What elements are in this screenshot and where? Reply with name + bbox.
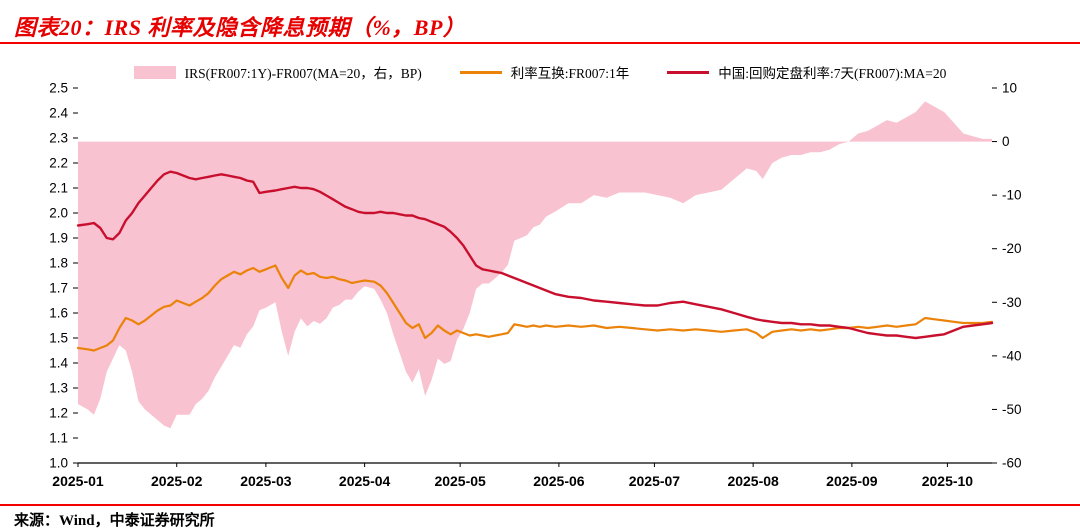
svg-text:1.7: 1.7	[49, 281, 68, 296]
legend-label-fr007: 中国:回购定盘利率:7天(FR007):MA=20	[718, 66, 947, 81]
svg-text:2025-04: 2025-04	[339, 473, 391, 489]
source-caption: 来源：Wind，中泰证券研究所	[14, 513, 215, 529]
svg-text:2025-03: 2025-03	[240, 473, 292, 489]
svg-text:0: 0	[1002, 134, 1010, 149]
footer-divider	[0, 504, 1080, 506]
legend-label-spread: IRS(FR007:1Y)-FR007(MA=20，右，BP)	[184, 66, 422, 81]
svg-text:2025-01: 2025-01	[52, 473, 104, 489]
svg-text:2.3: 2.3	[49, 131, 68, 146]
svg-text:2.4: 2.4	[49, 106, 68, 121]
irs-spread-chart: 2.5 2.4 2.3 2.2 2.1 2.0 1.9 1.8 1.7 1.6 1.5 1.4 1.3 1…	[49, 81, 1022, 490]
svg-text:2.2: 2.2	[49, 156, 68, 171]
svg-text:1.4: 1.4	[49, 356, 68, 371]
chart-legend: IRS(FR007:1Y)-FR007(MA=20，右，BP) 利率互换:FR0…	[0, 62, 1080, 82]
svg-text:-40: -40	[1002, 348, 1022, 363]
crimson-line-swatch-icon	[667, 70, 710, 74]
svg-text:1.3: 1.3	[49, 381, 68, 396]
svg-text:1.1: 1.1	[49, 431, 68, 446]
svg-text:2025-02: 2025-02	[151, 473, 203, 489]
legend-item-irs: 利率互换:FR007:1年	[459, 62, 630, 82]
svg-text:2025-10: 2025-10	[922, 473, 974, 489]
svg-text:2.1: 2.1	[49, 181, 68, 196]
svg-text:10: 10	[1002, 81, 1017, 96]
svg-text:1.2: 1.2	[49, 406, 68, 421]
svg-text:1.6: 1.6	[49, 306, 68, 321]
svg-text:2025-09: 2025-09	[826, 473, 878, 489]
svg-text:2025-08: 2025-08	[727, 473, 779, 489]
svg-text:2.5: 2.5	[49, 81, 68, 96]
svg-text:1.0: 1.0	[49, 456, 68, 471]
chart-title: 图表20：IRS 利率及隐含降息预期（%，BP）	[14, 15, 466, 40]
svg-text:1.8: 1.8	[49, 256, 68, 271]
svg-text:2025-05: 2025-05	[434, 473, 486, 489]
area-swatch-icon	[133, 65, 176, 79]
svg-text:1.9: 1.9	[49, 231, 68, 246]
svg-text:-30: -30	[1002, 295, 1022, 310]
svg-text:-50: -50	[1002, 402, 1022, 417]
orange-line-swatch-icon	[459, 70, 502, 74]
svg-text:2025-06: 2025-06	[533, 473, 585, 489]
title-divider	[0, 42, 1080, 44]
legend-item-spread: IRS(FR007:1Y)-FR007(MA=20，右，BP)	[133, 62, 422, 82]
svg-text:2025-07: 2025-07	[629, 473, 681, 489]
legend-label-irs: 利率互换:FR007:1年	[510, 66, 630, 81]
svg-text:-60: -60	[1002, 456, 1022, 471]
svg-text:2.0: 2.0	[49, 206, 68, 221]
svg-text:-10: -10	[1002, 188, 1022, 203]
svg-text:-20: -20	[1002, 241, 1022, 256]
legend-item-fr007: 中国:回购定盘利率:7天(FR007):MA=20	[667, 62, 946, 82]
svg-text:1.5: 1.5	[49, 331, 68, 346]
